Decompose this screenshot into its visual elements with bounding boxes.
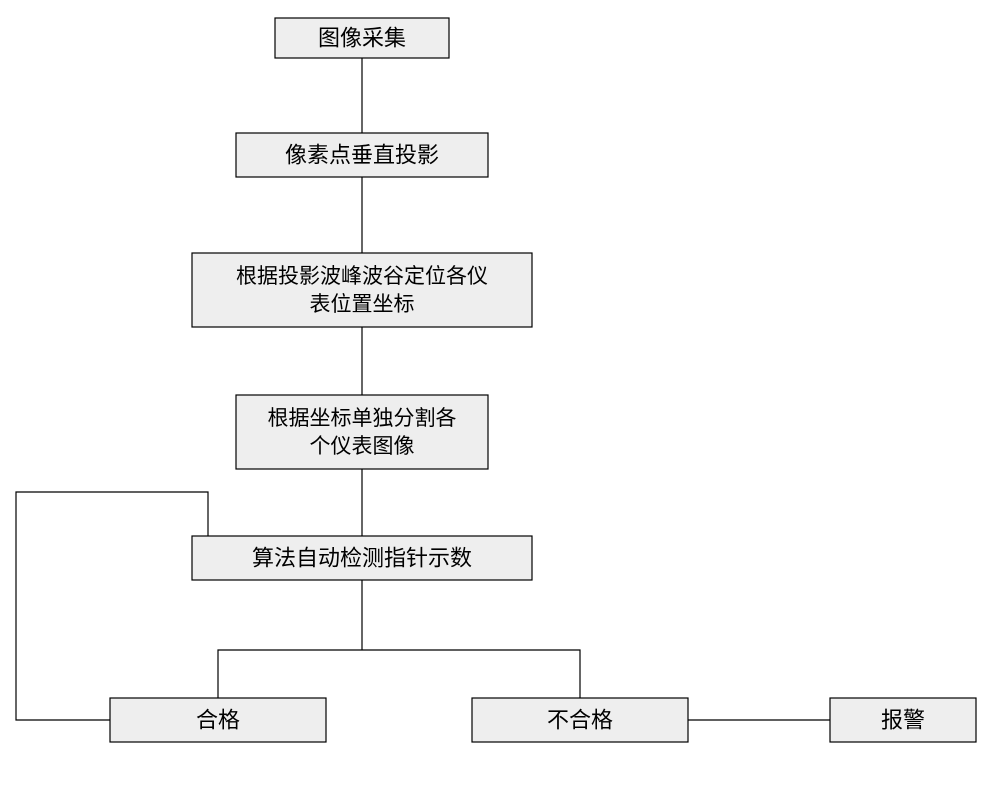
flow-node-n2: 像素点垂直投影 <box>236 133 488 177</box>
flow-node-n7: 不合格 <box>472 698 688 742</box>
flow-edge <box>362 650 580 698</box>
flow-node-label: 报警 <box>881 708 925 733</box>
flow-node-label: 根据投影波峰波谷定位各仪 <box>236 264 488 288</box>
flowchart-canvas: 图像采集像素点垂直投影根据投影波峰波谷定位各仪表位置坐标根据坐标单独分割各个仪表… <box>0 0 1000 812</box>
flow-node-label: 合格 <box>196 708 240 733</box>
flow-node-label: 像素点垂直投影 <box>285 143 439 168</box>
flow-node-n8: 报警 <box>830 698 976 742</box>
flow-node-label: 算法自动检测指针示数 <box>252 546 472 571</box>
flow-edge <box>16 492 208 720</box>
flow-node-label: 不合格 <box>547 708 613 733</box>
flow-node-label: 表位置坐标 <box>310 292 415 316</box>
flow-node-n5: 算法自动检测指针示数 <box>192 536 532 580</box>
flow-node-label: 图像采集 <box>318 26 406 51</box>
flow-edge <box>218 650 362 698</box>
flow-node-label: 个仪表图像 <box>310 434 415 458</box>
flow-node-n6: 合格 <box>110 698 326 742</box>
flow-node-n4: 根据坐标单独分割各个仪表图像 <box>236 395 488 469</box>
flow-node-label: 根据坐标单独分割各 <box>268 406 457 430</box>
flow-node-n3: 根据投影波峰波谷定位各仪表位置坐标 <box>192 253 532 327</box>
flow-node-n1: 图像采集 <box>275 18 449 58</box>
